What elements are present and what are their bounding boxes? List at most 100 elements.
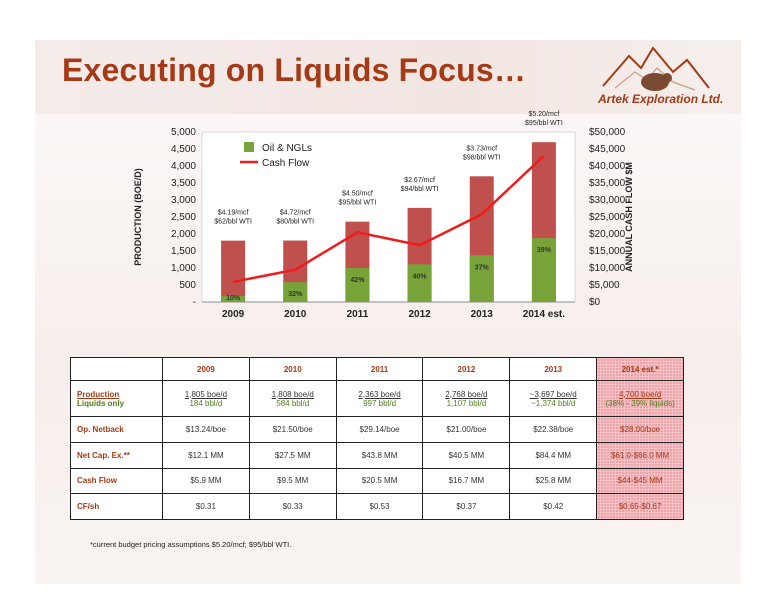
liquids-value: 1,107 bbl/d xyxy=(446,398,487,408)
table-cell: $27.5 MM xyxy=(248,441,337,469)
liquids-bar xyxy=(221,295,246,302)
table-row-cashflow: Cash Flow $5.9 MM $9.5 MM $20.5 MM $16.7… xyxy=(70,467,684,495)
table-cell: ~3,697 boe/d ~1,374 bbl/d xyxy=(509,380,598,417)
table-cell: $22.38/boe xyxy=(509,416,598,443)
row-label: Cash Flow xyxy=(70,467,163,495)
table-header-cell: 2011 xyxy=(335,357,424,381)
liquids-bar xyxy=(283,282,308,302)
y-axis-title: PRODUCTION (BOE/D) xyxy=(133,168,143,266)
y-tick-label: 1,000 xyxy=(171,263,196,274)
y2-tick-label: $20,000 xyxy=(589,229,626,240)
table-cell: $40.5 MM xyxy=(422,441,511,469)
cash-flow-line xyxy=(232,154,545,284)
production-value: 4,700 boe/d xyxy=(618,389,662,399)
table-header-cell: 2013 xyxy=(509,357,598,381)
table-cell: $0.53 xyxy=(335,493,424,520)
table-cell: $0.33 xyxy=(248,493,337,520)
table-cell: $25.8 MM xyxy=(509,467,598,495)
price-label: $4.50/mcf xyxy=(342,191,373,198)
y2-axis-title: ANNUAL CASH FLOW $M xyxy=(624,162,634,272)
bear-mountain-icon xyxy=(602,46,710,91)
liquids-bar xyxy=(345,268,370,302)
x-tick-label: 2013 xyxy=(471,309,494,320)
row-label: Op. Netback xyxy=(70,416,163,443)
row-label: CF/sh xyxy=(70,493,163,520)
production-bar xyxy=(221,240,246,302)
price-label: $80/bbl WTI xyxy=(276,219,314,226)
y-tick-label: 500 xyxy=(179,280,196,291)
price-label: $2.67/mcf xyxy=(404,177,435,184)
y2-tick-label: $40,000 xyxy=(589,161,626,172)
y-tick-label: 2,500 xyxy=(171,212,196,223)
liquids-bar xyxy=(469,255,494,302)
plot-area xyxy=(201,131,576,303)
production-cashflow-chart: - 500 1,000 1,500 2,000 2,500 3,000 3,500 4,000 4… xyxy=(133,111,634,320)
liquids-bar xyxy=(407,264,432,302)
footnote: *current budget pricing assumptions $5.2… xyxy=(90,540,292,549)
y-tick-label: 2,000 xyxy=(171,229,196,240)
liquids-pct-label: 40% xyxy=(413,273,428,280)
y2-tick-label: $0 xyxy=(589,297,601,308)
liquids-bar xyxy=(531,238,556,302)
table-cell: $28.00/boe xyxy=(596,416,684,443)
table-header-cell: 2010 xyxy=(248,357,337,381)
table-cell: $61.0-$66.0 MM xyxy=(596,441,684,469)
table-cell: $0.37 xyxy=(422,493,511,520)
x-tick-label: 2010 xyxy=(284,309,307,320)
logo-text: Artek Exploration Ltd. xyxy=(598,92,724,106)
table-cell: $21.00/boe xyxy=(422,416,511,443)
price-label: $3.73/mcf xyxy=(466,145,497,152)
y2-tick-label: $50,000 xyxy=(589,127,626,138)
table-cell: $21.50/boe xyxy=(248,416,337,443)
table-header-row: 2009 2010 2011 2012 2013 2014 est.* xyxy=(70,357,684,381)
table-cell: $12.1 MM xyxy=(162,441,250,469)
y2-tick-label: $15,000 xyxy=(589,246,626,257)
page-title: Executing on Liquids Focus… xyxy=(62,52,527,88)
y2-tick-label: $5,000 xyxy=(589,280,620,291)
x-tick-label: 2011 xyxy=(347,309,369,320)
table-cell: $43.8 MM xyxy=(335,441,424,469)
table-cell: $9.5 MM xyxy=(248,467,337,495)
liquids-pct-label: 32% xyxy=(288,291,303,298)
liquids-value: 997 bbl/d xyxy=(363,398,397,408)
y-tick-label: 1,500 xyxy=(171,246,196,257)
liquids-pct-label: 37% xyxy=(475,264,490,271)
table-header-cell xyxy=(70,357,163,381)
legend-label: Cash Flow xyxy=(262,158,310,169)
table-cell: 1,808 boe/d 584 bbl/d xyxy=(248,380,337,417)
table-cell: 4,700 boe/d (38% - 39% liquids) xyxy=(596,380,684,417)
y-tick-label: 4,500 xyxy=(171,144,196,155)
liquids-value: 184 bbl/d xyxy=(189,398,223,408)
table-header-cell: 2014 est.* xyxy=(596,357,684,381)
x-tick-label: 2014 est. xyxy=(523,309,565,320)
table-row-netback: Op. Netback $13.24/boe $21.50/boe $29.14… xyxy=(70,416,684,443)
y2-tick-label: $10,000 xyxy=(589,263,626,274)
summary-table: 2009 2010 2011 2012 2013 2014 est.* Prod… xyxy=(70,357,684,520)
liquids-pct-label: 42% xyxy=(350,277,365,284)
table-row-cfsh: CF/sh $0.31 $0.33 $0.53 $0.37 $0.42 $0.6… xyxy=(70,493,684,520)
production-value: 2,768 boe/d xyxy=(445,389,488,399)
price-label: $62/bbl WTI xyxy=(214,219,252,226)
row-label: Net Cap. Ex.** xyxy=(70,441,163,469)
table-row-capex: Net Cap. Ex.** $12.1 MM $27.5 MM $43.8 M… xyxy=(70,441,684,469)
y-tick-label: 4,000 xyxy=(171,161,196,172)
price-label: $94/bbl WTI xyxy=(401,186,439,193)
table-cell: $84.4 MM xyxy=(509,441,598,469)
table-cell: $13.24/boe xyxy=(162,416,250,443)
price-label: $4.19/mcf xyxy=(218,210,249,217)
y-tick-label: 3,500 xyxy=(171,178,196,189)
liquids-label: Liquids only xyxy=(77,398,125,408)
table-cell: $0.65-$0.67 xyxy=(596,493,684,520)
title-band xyxy=(35,40,741,114)
price-label: $4.72/mcf xyxy=(280,210,311,217)
legend-swatch-liquids xyxy=(244,142,254,152)
price-label: $5.20/mcf xyxy=(529,111,560,118)
table-cell: $0.31 xyxy=(162,493,250,520)
table-cell: $44-$45 MM xyxy=(596,467,684,495)
liquids-value: 584 bbl/d xyxy=(276,398,310,408)
production-value: 1,808 boe/d xyxy=(271,389,314,399)
y2-tick-label: $35,000 xyxy=(589,178,626,189)
table-cell: $5.9 MM xyxy=(162,467,250,495)
table-cell: $20.5 MM xyxy=(335,467,424,495)
liquids-pct-label: 39% xyxy=(537,247,552,254)
